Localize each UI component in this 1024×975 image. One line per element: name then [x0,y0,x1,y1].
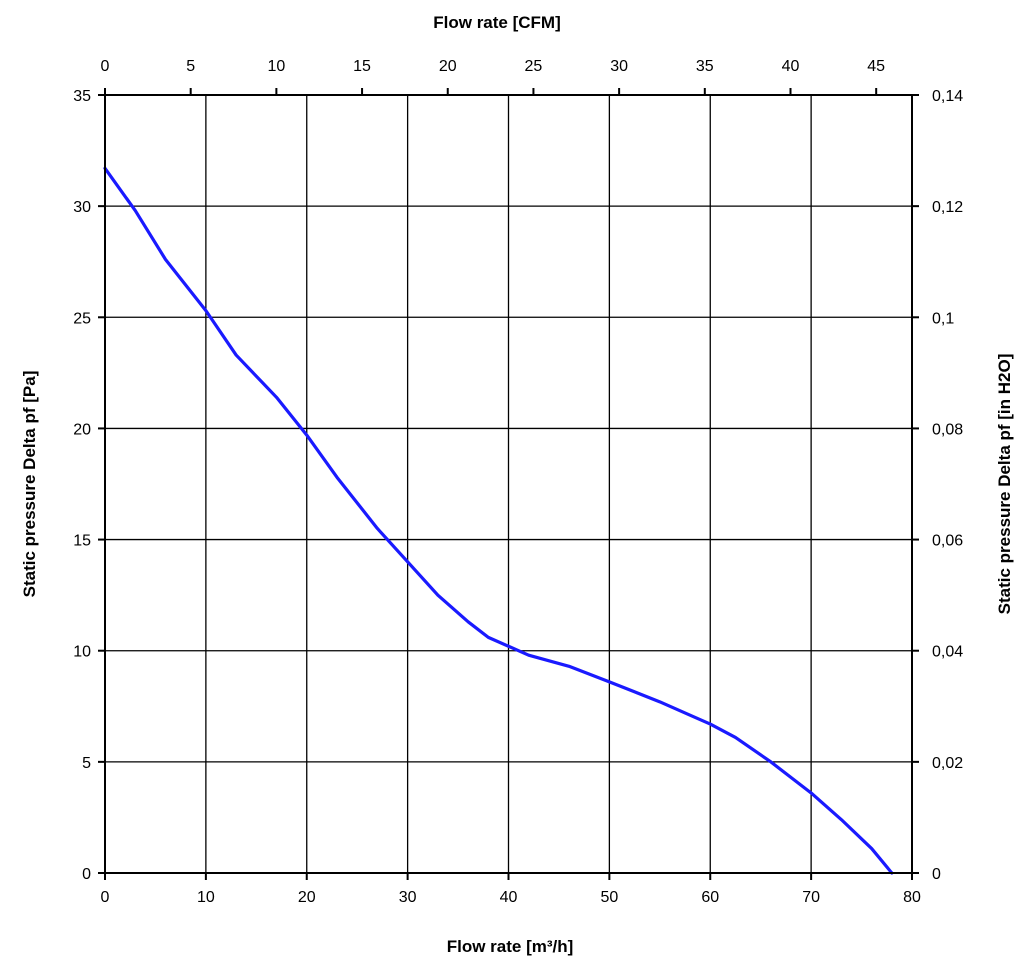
data-point [769,760,772,764]
series-line-static-pressure [103,166,894,875]
x2-tick-label: 20 [439,58,457,75]
data-point [688,713,692,717]
x2-tick-label: 10 [267,58,285,75]
data-point [567,665,571,668]
data-point [406,560,409,563]
y2-tick-label: 0,06 [932,533,963,550]
x2-tick-label: 5 [186,58,195,75]
data-point [164,258,167,261]
x-tick-label: 60 [701,889,719,906]
y-tick-label: 5 [82,755,91,772]
series-layer [103,166,894,875]
x2-tick-label: 25 [525,58,543,75]
x-tick-label: 0 [101,889,110,906]
data-point [335,476,339,479]
data-point [305,433,308,437]
y-tick-label: 25 [73,310,91,327]
grid [104,94,913,874]
data-point [204,309,208,312]
x2-tick-label: 40 [782,58,800,75]
y2-tick-label: 0,14 [932,88,963,105]
x2-tick-label: 15 [353,58,371,75]
x2-tick-label: 0 [101,58,110,75]
x-tick-label: 80 [903,889,921,906]
y-tick-label: 30 [73,199,91,216]
data-point [507,645,510,648]
data-point [436,593,440,597]
data-point [870,847,873,850]
data-point [527,653,530,657]
y2-tick-label: 0,08 [932,421,963,438]
data-point [234,353,238,357]
x-axis-title: Flow rate [m³/h] [447,937,574,956]
x-tick-label: 40 [500,889,518,906]
y2-tick-label: 0,04 [932,644,963,661]
data-point [608,680,611,684]
y2-tick-label: 0,02 [932,755,963,772]
data-point [809,791,813,795]
y2-axis-title: Static pressure Delta pf [in H2O] [995,354,1014,615]
data-point [709,722,712,726]
tick-labels: 0 10 20 30 40 50 60 70 80 0 5 10 15 20 25 30 35 0 5 10 15 20 2… [73,58,963,906]
x2-axis-title: Flow rate [CFM] [433,13,561,32]
y-tick-label: 35 [73,88,91,105]
x2-tick-label: 45 [867,58,885,75]
data-point [376,527,379,530]
y-axis-title: Static pressure Delta pf [Pa] [20,371,39,598]
y-tick-label: 0 [82,866,91,883]
data-point [275,396,278,399]
x-tick-label: 10 [197,889,215,906]
x-tick-label: 20 [298,889,316,906]
y2-tick-label: 0,12 [932,199,963,216]
x-tick-label: 30 [399,889,417,906]
data-point [487,636,490,639]
y2-tick-label: 0 [932,866,941,883]
x-tick-label: 70 [802,889,820,906]
axis-ticks [98,88,919,880]
data-point [840,818,843,821]
data-point [466,620,470,624]
data-point [734,736,737,739]
data-point [658,700,662,704]
y-tick-label: 20 [73,421,91,438]
y-tick-label: 15 [73,533,91,550]
y-tick-label: 10 [73,644,91,661]
x2-tick-label: 30 [610,58,628,75]
y2-tick-label: 0,1 [932,310,954,327]
x-tick-label: 50 [600,889,618,906]
data-point [134,209,137,212]
x2-tick-label: 35 [696,58,714,75]
